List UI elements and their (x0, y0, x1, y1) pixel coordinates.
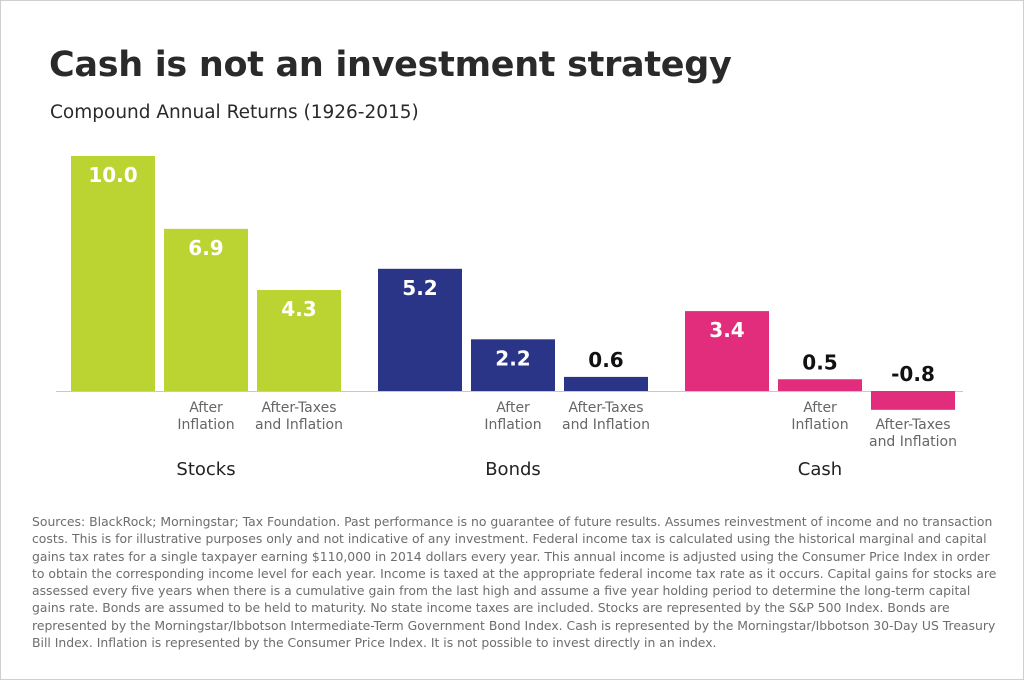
bar-category-label: After (803, 400, 837, 416)
bar-category-label: After (496, 400, 530, 416)
bar-stocks-3 (257, 289, 341, 391)
bar-value-label: 0.6 (588, 348, 623, 372)
bar-category-label: After-Taxes (261, 400, 336, 416)
bar-value-label: 0.5 (802, 350, 837, 374)
bar-value-label: 6.9 (188, 236, 223, 260)
bar-category-label: After-Taxes (875, 417, 950, 433)
bar-bonds-1 (378, 268, 462, 391)
bar-value-label: 4.3 (281, 297, 316, 321)
bar-category-label: Inflation (484, 417, 541, 433)
bar-category-label: and Inflation (562, 417, 650, 433)
bar-category-label: Inflation (177, 417, 234, 433)
bar-category-label: and Inflation (869, 434, 957, 450)
bar-category-label: After (189, 400, 223, 416)
bar-value-label: 3.4 (709, 318, 744, 342)
bar-cash-3 (871, 391, 955, 410)
bar-stocks-1 (71, 156, 155, 391)
sources-footnote: Sources: BlackRock; Morningstar; Tax Fou… (32, 514, 997, 651)
bar-value-label: 2.2 (495, 346, 530, 370)
bar-category-label: and Inflation (255, 417, 343, 433)
bar-bonds-2 (471, 339, 555, 391)
bar-category-label: After-Taxes (568, 400, 643, 416)
bar-category-label: Inflation (791, 417, 848, 433)
group-label-bonds: Bonds (485, 459, 541, 480)
chart-title: Cash is not an investment strategy (49, 45, 732, 85)
bar-value-label: 10.0 (88, 163, 137, 187)
bar-bonds-3 (564, 376, 648, 391)
bar-cash-2 (778, 379, 862, 391)
group-label-stocks: Stocks (176, 459, 235, 480)
bar-cash-1 (685, 311, 769, 391)
chart-subtitle: Compound Annual Returns (1926-2015) (50, 102, 419, 123)
group-label-cash: Cash (798, 459, 842, 480)
bar-stocks-2 (164, 228, 248, 391)
bar-value-label: 5.2 (402, 276, 437, 300)
bar-value-label: -0.8 (891, 362, 935, 386)
